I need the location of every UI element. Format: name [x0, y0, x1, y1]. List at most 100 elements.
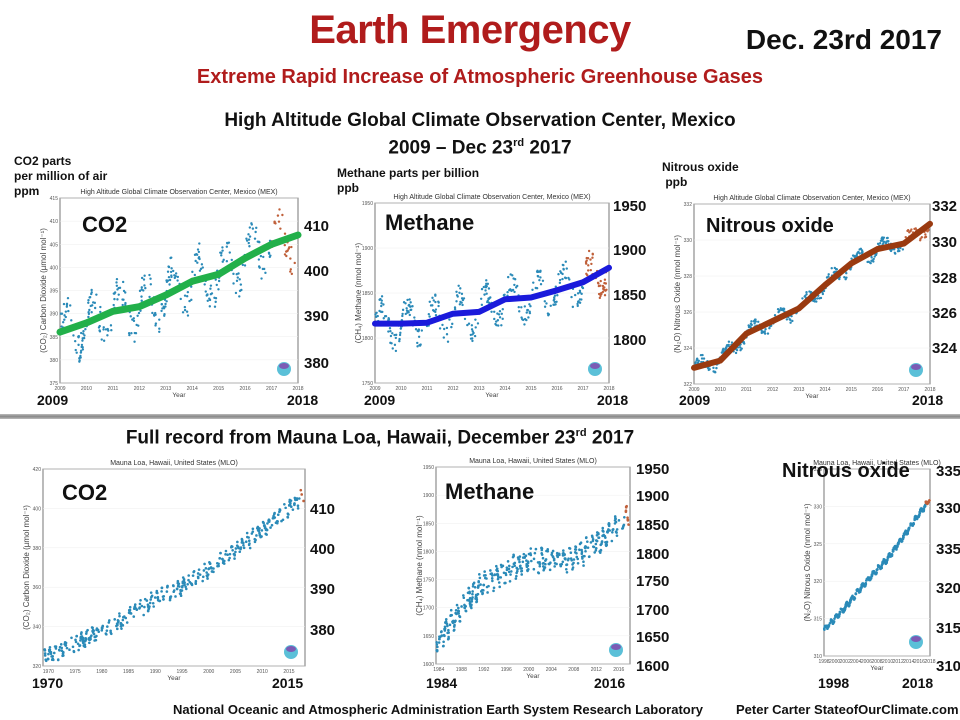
- data-point: [446, 624, 449, 628]
- x-tick-label: 2004: [850, 659, 861, 665]
- data-point: [836, 276, 839, 279]
- data-point: [845, 601, 848, 605]
- data-point: [512, 562, 516, 566]
- data-point: [243, 253, 246, 257]
- data-point: [115, 622, 119, 625]
- data-point: [167, 291, 170, 295]
- data-point: [439, 630, 443, 634]
- data-point: [513, 561, 517, 565]
- data-point: [794, 311, 797, 314]
- data-point: [859, 589, 862, 592]
- data-point: [442, 336, 446, 339]
- data-point: [202, 569, 206, 572]
- data-point: [823, 285, 827, 288]
- data-point: [893, 545, 897, 548]
- data-point: [288, 503, 292, 507]
- data-point: [840, 607, 843, 611]
- data-point: [839, 270, 843, 274]
- data-point: [206, 575, 209, 578]
- data-point: [849, 268, 852, 271]
- data-point: [162, 594, 166, 598]
- data-point: [450, 613, 454, 617]
- data-point: [438, 327, 442, 330]
- data-point: [621, 526, 625, 530]
- data-point: [278, 509, 282, 512]
- data-point: [140, 286, 143, 289]
- data-point: [896, 247, 900, 250]
- data-point: [206, 577, 209, 580]
- y-tick-label: 310: [814, 654, 823, 660]
- data-point: [444, 620, 448, 623]
- data-point: [861, 582, 865, 585]
- overlay-y-tick: 1850: [636, 517, 669, 534]
- data-point: [884, 561, 888, 565]
- data-point: [832, 620, 835, 623]
- data-point: [900, 539, 904, 543]
- data-point: [156, 598, 160, 602]
- data-point: [212, 570, 215, 574]
- data-point: [113, 311, 116, 315]
- overlay-y-tick: 328: [932, 270, 957, 287]
- data-point: [247, 539, 251, 542]
- x-tick-label: 2009: [688, 387, 699, 393]
- data-point: [595, 534, 599, 537]
- data-point: [543, 566, 547, 569]
- data-point: [730, 343, 733, 347]
- data-point: [190, 280, 193, 284]
- data-point: [551, 549, 555, 553]
- data-point: [100, 626, 104, 630]
- data-point: [210, 292, 214, 295]
- data-point: [897, 541, 900, 544]
- data-point: [56, 658, 60, 661]
- data-point: [468, 602, 472, 605]
- y-tick-label: 1800: [362, 336, 373, 342]
- data-point: [491, 574, 494, 577]
- x-tick-label: 2016: [613, 667, 624, 673]
- data-point: [852, 598, 856, 601]
- data-point: [891, 549, 895, 553]
- data-point: [877, 565, 881, 569]
- data-point: [578, 289, 582, 292]
- data-point: [912, 522, 915, 526]
- data-point: [769, 324, 773, 327]
- data-point: [256, 529, 260, 532]
- data-point: [502, 294, 506, 297]
- data-point: [428, 315, 431, 318]
- data-point: [462, 596, 466, 600]
- data-point: [268, 255, 272, 259]
- data-point: [54, 647, 58, 650]
- data-point: [468, 591, 471, 595]
- data-point: [416, 345, 419, 348]
- data-point: [591, 256, 594, 259]
- data-point: [722, 353, 726, 356]
- data-point: [234, 291, 238, 295]
- data-point: [928, 499, 931, 502]
- data-point: [724, 348, 727, 351]
- data-point: [478, 576, 482, 580]
- data-point: [844, 604, 848, 607]
- data-point: [582, 560, 585, 564]
- data-point: [457, 609, 461, 613]
- data-point: [473, 334, 477, 338]
- data-point: [513, 290, 516, 294]
- data-point: [778, 309, 781, 312]
- data-point: [378, 298, 381, 302]
- x-tick-label: 2000: [829, 659, 840, 665]
- data-point: [721, 349, 724, 352]
- data-point: [922, 508, 926, 512]
- data-point: [898, 538, 902, 541]
- data-point: [493, 573, 497, 576]
- data-point: [87, 315, 90, 319]
- overlay-y-tick: 1900: [613, 242, 646, 259]
- data-point: [388, 327, 392, 330]
- data-point: [275, 521, 279, 525]
- data-point: [47, 648, 51, 652]
- data-point: [521, 560, 525, 564]
- data-point: [248, 235, 252, 238]
- data-point: [375, 311, 378, 314]
- data-point: [873, 571, 876, 575]
- data-point: [898, 246, 902, 249]
- data-point: [915, 517, 919, 521]
- data-point: [92, 632, 96, 636]
- data-point: [293, 497, 297, 501]
